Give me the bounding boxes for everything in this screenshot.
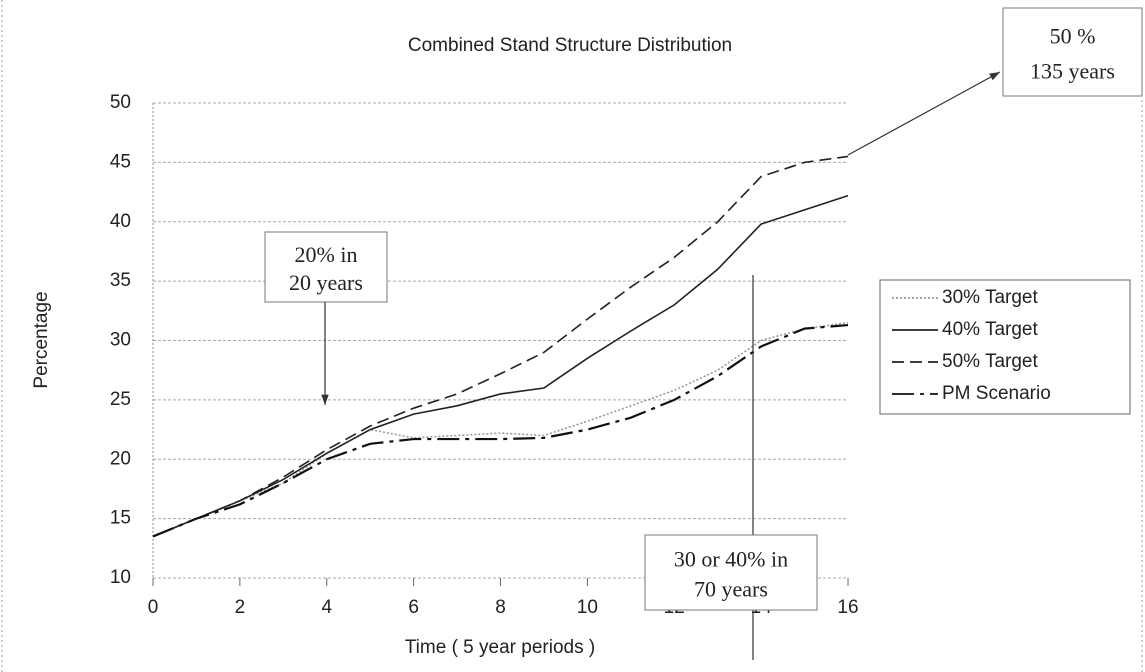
legend-label: 50% Target <box>942 351 1038 372</box>
annotation-box <box>264 231 388 303</box>
series-line <box>152 321 849 538</box>
y-tick-label: 15 <box>110 508 131 529</box>
y-tick-label: 50 <box>110 92 131 113</box>
x-tick-label: 2 <box>235 597 246 618</box>
y-tick-label: 35 <box>110 270 131 291</box>
arrow-head <box>321 394 329 405</box>
annotation-arrow <box>847 71 1001 156</box>
x-tick-label: 16 <box>837 597 858 618</box>
y-tick-label: 20 <box>110 448 131 469</box>
y-axis-label: Percentage <box>31 291 52 388</box>
annotation-box <box>1002 7 1143 97</box>
x-tick-label: 0 <box>148 597 159 618</box>
y-tick-label: 30 <box>110 330 131 351</box>
x-tick-label: 8 <box>495 597 506 618</box>
legend-label: 30% Target <box>942 287 1038 308</box>
series-line <box>152 155 849 538</box>
annotation-text: 20 years <box>289 270 363 295</box>
annotation-text: 20% in <box>295 242 358 267</box>
series-line <box>152 194 849 538</box>
y-tick-label: 10 <box>110 567 131 588</box>
x-axis-label: Time ( 5 year periods ) <box>405 637 595 658</box>
series-line <box>152 323 849 538</box>
legend-label: 40% Target <box>942 319 1038 340</box>
x-tick-label: 4 <box>321 597 332 618</box>
y-tick-label: 25 <box>110 389 131 410</box>
annotation-text: 50 % <box>1050 23 1096 48</box>
y-tick-label: 40 <box>110 211 131 232</box>
annotation-text: 70 years <box>694 577 768 602</box>
legend-label: PM Scenario <box>942 383 1051 404</box>
x-tick-label: 10 <box>577 597 598 618</box>
arrow-head <box>989 72 1000 81</box>
y-tick-label: 45 <box>110 151 131 172</box>
chart-title: Combined Stand Structure Distribution <box>408 35 732 56</box>
legend-box <box>879 279 1131 415</box>
x-tick-label: 6 <box>408 597 419 618</box>
annotation-text: 30 or 40% in <box>674 547 788 572</box>
annotation-box <box>644 534 818 611</box>
annotation-text: 135 years <box>1030 59 1115 84</box>
